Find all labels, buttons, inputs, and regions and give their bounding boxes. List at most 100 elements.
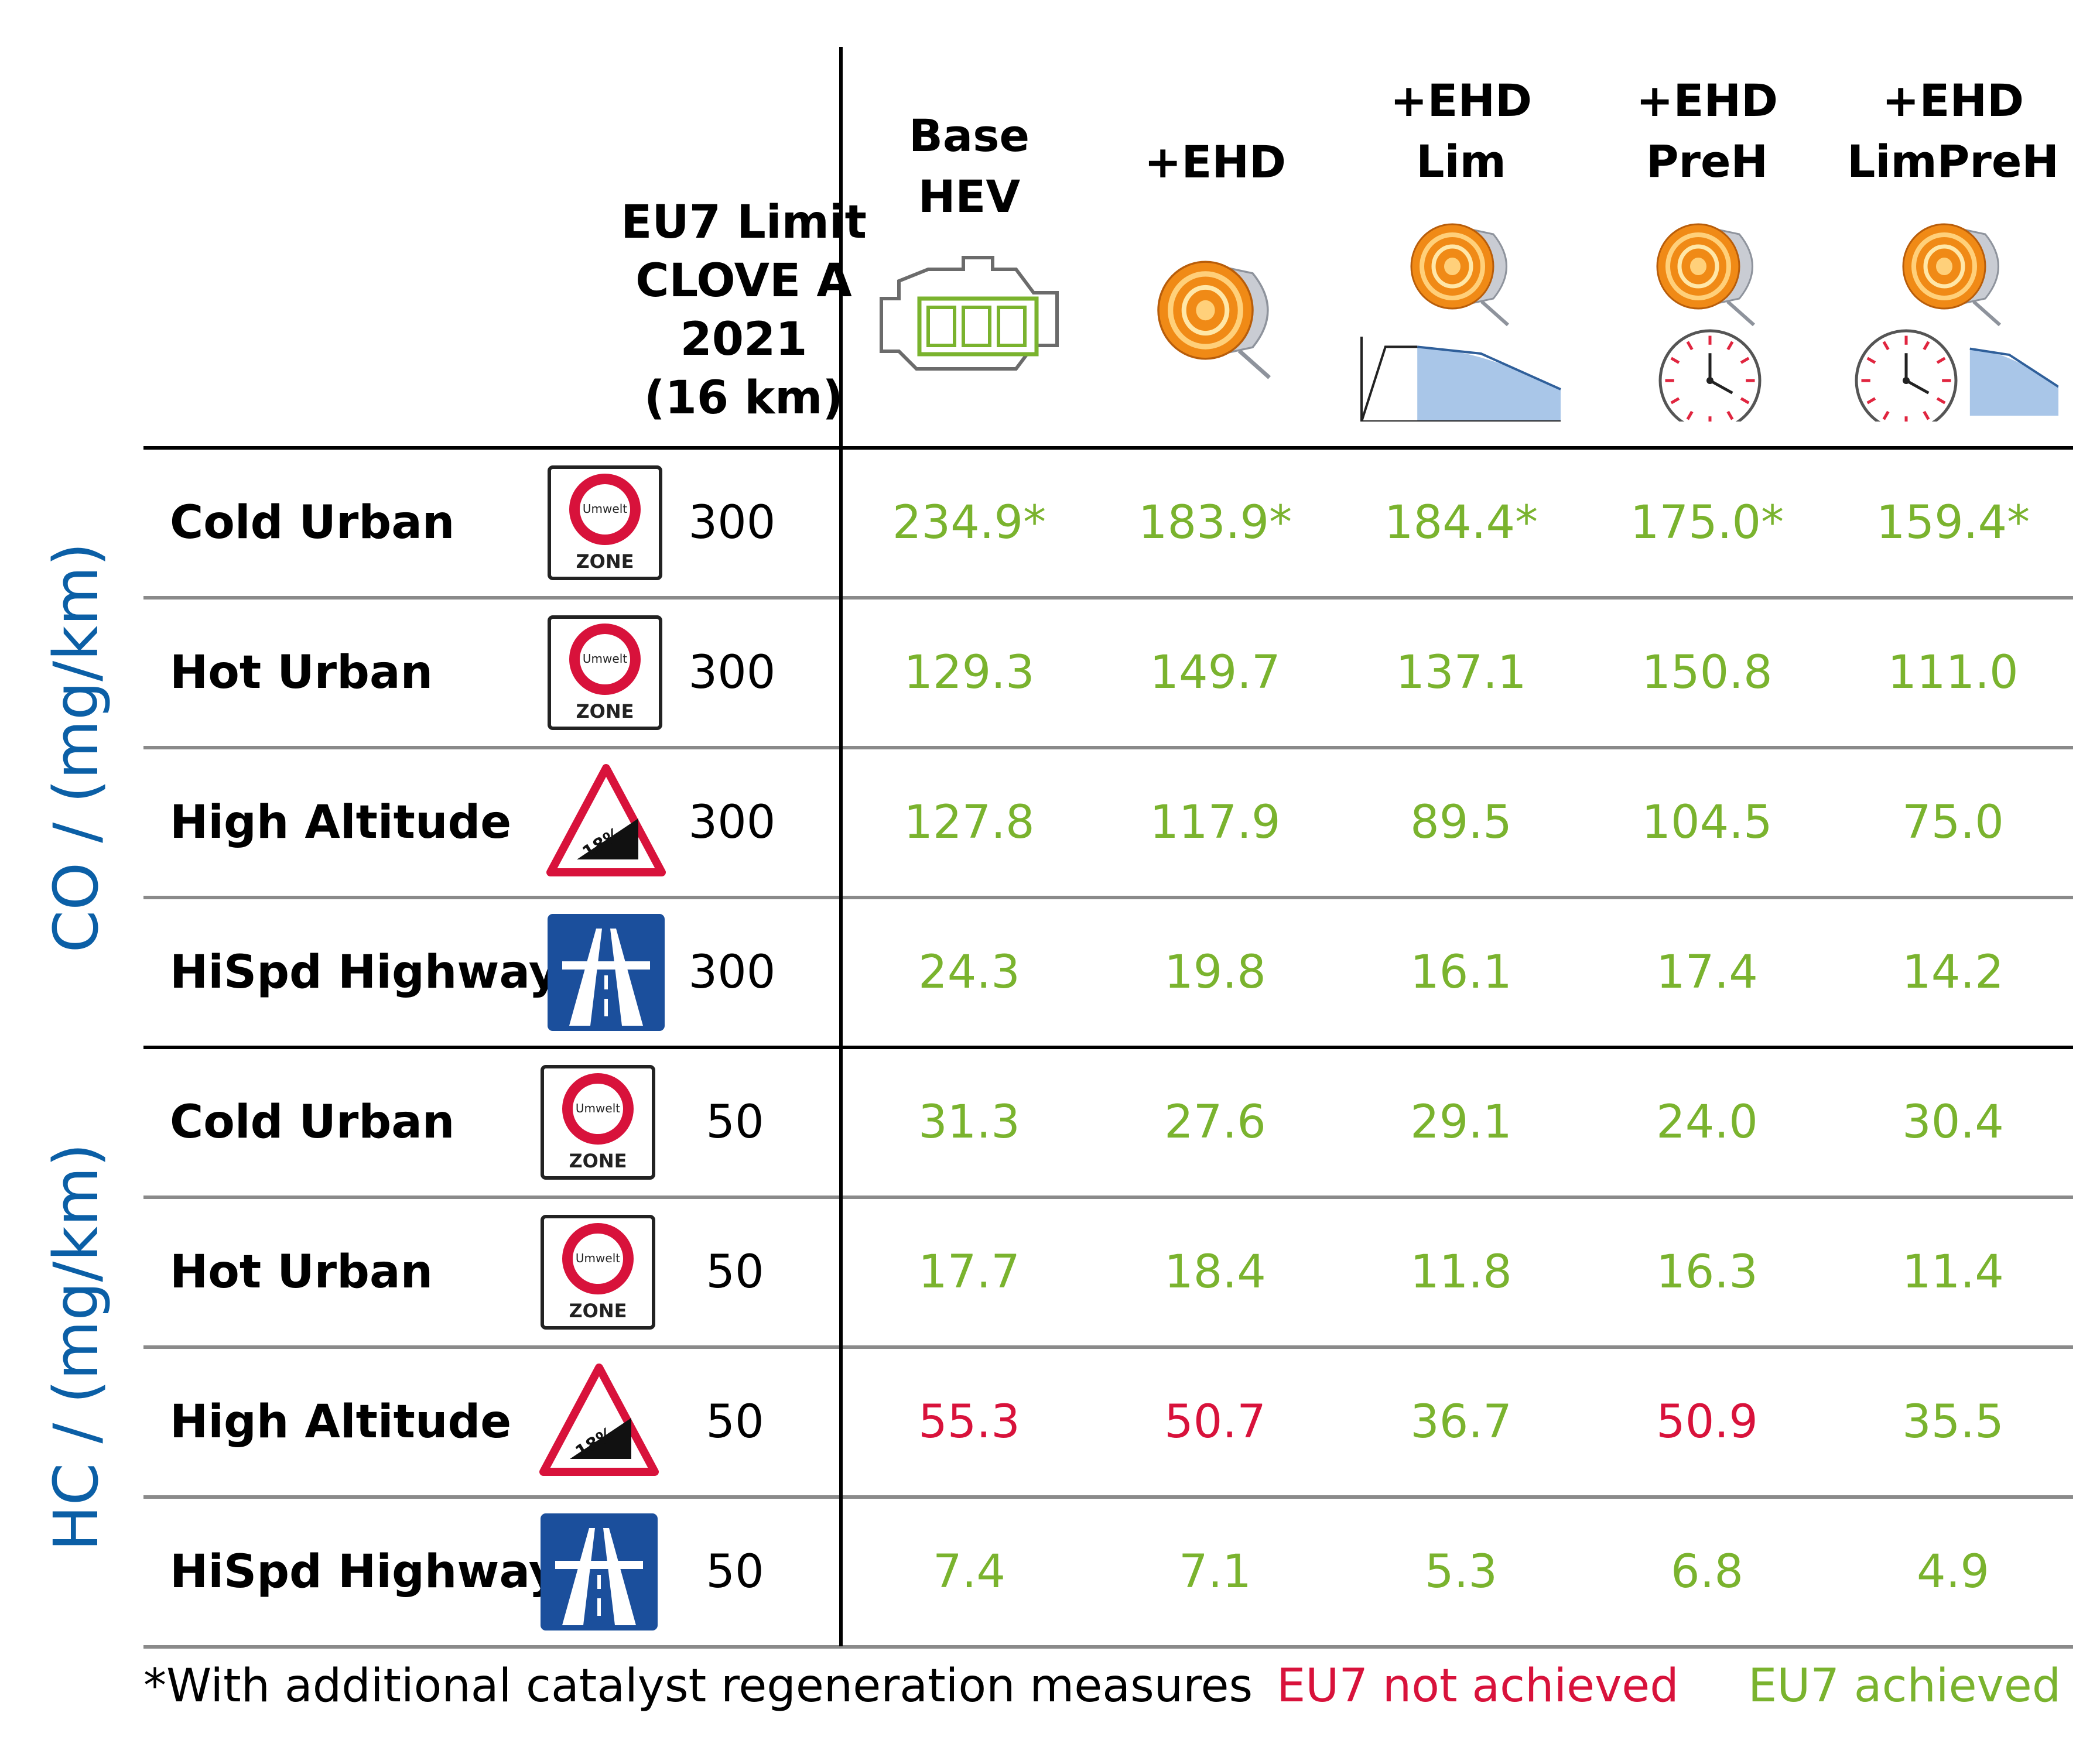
data-cell: 175.0* bbox=[1630, 496, 1784, 549]
data-cell: 35.5 bbox=[1902, 1396, 2004, 1448]
row-divider-line bbox=[143, 1345, 2073, 1349]
data-cell: 19.8 bbox=[1164, 946, 1266, 999]
header-divider-line bbox=[143, 446, 2073, 450]
data-cell: 150.8 bbox=[1641, 646, 1773, 699]
data-cell: 89.5 bbox=[1410, 796, 1512, 849]
data-cell: 183.9* bbox=[1138, 496, 1292, 549]
zone-label: ZONE bbox=[576, 550, 634, 573]
limit-value: 50 bbox=[706, 1546, 764, 1598]
data-cell: 36.7 bbox=[1410, 1396, 1512, 1448]
data-cell: 11.8 bbox=[1410, 1246, 1512, 1299]
limit-header-line: CLOVE A bbox=[635, 255, 852, 307]
data-cell: 16.3 bbox=[1656, 1246, 1758, 1299]
data-cell: 14.2 bbox=[1902, 946, 2004, 999]
clock-icon bbox=[1658, 329, 1762, 422]
data-cell: 6.8 bbox=[1670, 1546, 1744, 1598]
row-label: HiSpd Highway bbox=[170, 1546, 559, 1598]
column-header-line: PreH bbox=[1646, 135, 1769, 187]
row-divider-line bbox=[143, 1196, 2073, 1199]
data-cell: 31.3 bbox=[918, 1096, 1020, 1149]
engine-outline-icon bbox=[880, 256, 1059, 371]
power-limit-curve-icon bbox=[1969, 347, 2058, 416]
limit-value: 50 bbox=[706, 1096, 764, 1149]
data-cell: 18.4 bbox=[1164, 1246, 1266, 1299]
heated-catalyst-power-limit-icon bbox=[1360, 223, 1561, 422]
limit-header-line: (16 km) bbox=[644, 372, 844, 424]
data-cell: 29.1 bbox=[1410, 1096, 1512, 1149]
row-label: Cold Urban bbox=[170, 1096, 455, 1149]
data-cell: 17.4 bbox=[1656, 946, 1758, 999]
data-cell: 184.4* bbox=[1384, 496, 1538, 549]
column-header-line: +EHD bbox=[1636, 74, 1778, 126]
column-header: +EHD bbox=[1144, 132, 1286, 193]
data-cell: 127.8 bbox=[904, 796, 1035, 849]
data-cell: 111.0 bbox=[1887, 646, 2019, 699]
data-cell: 11.4 bbox=[1902, 1246, 2004, 1299]
data-cell: 5.3 bbox=[1424, 1546, 1498, 1598]
column-header-line: HEV bbox=[918, 170, 1021, 222]
column-header: +EHD LimPreH bbox=[1847, 70, 2059, 192]
limit-column-divider-line bbox=[839, 47, 843, 1646]
data-cell: 75.0 bbox=[1902, 796, 2004, 849]
zone-label: ZONE bbox=[569, 1300, 627, 1322]
column-header: +EHD Lim bbox=[1390, 70, 1532, 192]
row-divider-line bbox=[143, 746, 2073, 749]
row-label: Hot Urban bbox=[170, 1246, 433, 1299]
catalyst-drum-icon bbox=[1656, 223, 1755, 327]
section-label: CO / (mg/km) bbox=[40, 542, 112, 953]
limit-value: 300 bbox=[688, 646, 776, 699]
catalyst-drum-icon bbox=[1410, 223, 1509, 327]
row-divider-line bbox=[143, 896, 2073, 899]
data-cell: 16.1 bbox=[1410, 946, 1512, 999]
legend-not-achieved: EU7 not achieved bbox=[1277, 1660, 1679, 1712]
section-label: HC / (mg/km) bbox=[40, 1143, 112, 1551]
umwelt-label: Umwelt bbox=[576, 1251, 620, 1265]
autobahn-sign-icon bbox=[541, 1513, 658, 1630]
data-cell: 159.4* bbox=[1876, 496, 2030, 549]
data-cell: 149.7 bbox=[1150, 646, 1281, 699]
column-header-line: +EHD bbox=[1882, 74, 2024, 126]
row-divider-line bbox=[143, 1495, 2073, 1499]
limit-column-header: EU7 Limit CLOVE A 2021 (16 km) bbox=[615, 193, 873, 427]
row-label: Hot Urban bbox=[170, 646, 433, 699]
section-divider-line bbox=[143, 1046, 2073, 1049]
limit-value: 300 bbox=[688, 946, 776, 999]
limit-value: 300 bbox=[688, 496, 776, 549]
umwelt-label: Umwelt bbox=[583, 652, 627, 666]
heated-catalyst-limit-preheat-icon bbox=[1855, 223, 2058, 422]
row-label: High Altitude bbox=[170, 796, 512, 849]
data-cell: 117.9 bbox=[1150, 796, 1281, 849]
umwelt-label: Umwelt bbox=[576, 1101, 620, 1115]
table-bottom-line bbox=[143, 1645, 2073, 1649]
data-cell: 7.1 bbox=[1178, 1546, 1252, 1598]
limit-value: 300 bbox=[688, 796, 776, 849]
umwelt-zone-sign-icon: Umwelt ZONE bbox=[541, 1065, 655, 1180]
row-divider-line bbox=[143, 596, 2073, 600]
zone-label: ZONE bbox=[576, 700, 634, 722]
zone-label: ZONE bbox=[569, 1150, 627, 1172]
catalyst-drum-icon bbox=[1902, 223, 2001, 327]
data-cell: 27.6 bbox=[1164, 1096, 1266, 1149]
heated-catalyst-preheat-clock-icon bbox=[1656, 223, 1762, 422]
power-limit-curve-icon bbox=[1360, 337, 1561, 422]
column-header: Base HEV bbox=[909, 105, 1030, 227]
data-cell: 50.7 bbox=[1164, 1396, 1266, 1448]
data-cell: 24.0 bbox=[1656, 1096, 1758, 1149]
data-cell: 55.3 bbox=[918, 1396, 1020, 1448]
catalyst-drum-icon bbox=[1157, 261, 1271, 379]
steep-grade-sign-icon: 18% bbox=[546, 764, 666, 876]
data-cell: 7.4 bbox=[932, 1546, 1006, 1598]
data-cell: 104.5 bbox=[1641, 796, 1773, 849]
engine-battery-icon bbox=[880, 256, 1059, 371]
data-cell: 4.9 bbox=[1916, 1546, 1990, 1598]
row-label: High Altitude bbox=[170, 1396, 512, 1448]
footnote-text: *With additional catalyst regeneration m… bbox=[143, 1660, 1253, 1712]
limit-header-line: EU7 Limit bbox=[621, 196, 867, 249]
autobahn-sign-icon bbox=[548, 914, 665, 1031]
column-header-line: LimPreH bbox=[1846, 135, 2060, 187]
data-cell: 30.4 bbox=[1902, 1096, 2004, 1149]
data-cell: 137.1 bbox=[1396, 646, 1527, 699]
umwelt-zone-sign-icon: Umwelt ZONE bbox=[548, 615, 662, 730]
data-cell: 17.7 bbox=[918, 1246, 1020, 1299]
limit-value: 50 bbox=[706, 1246, 764, 1299]
